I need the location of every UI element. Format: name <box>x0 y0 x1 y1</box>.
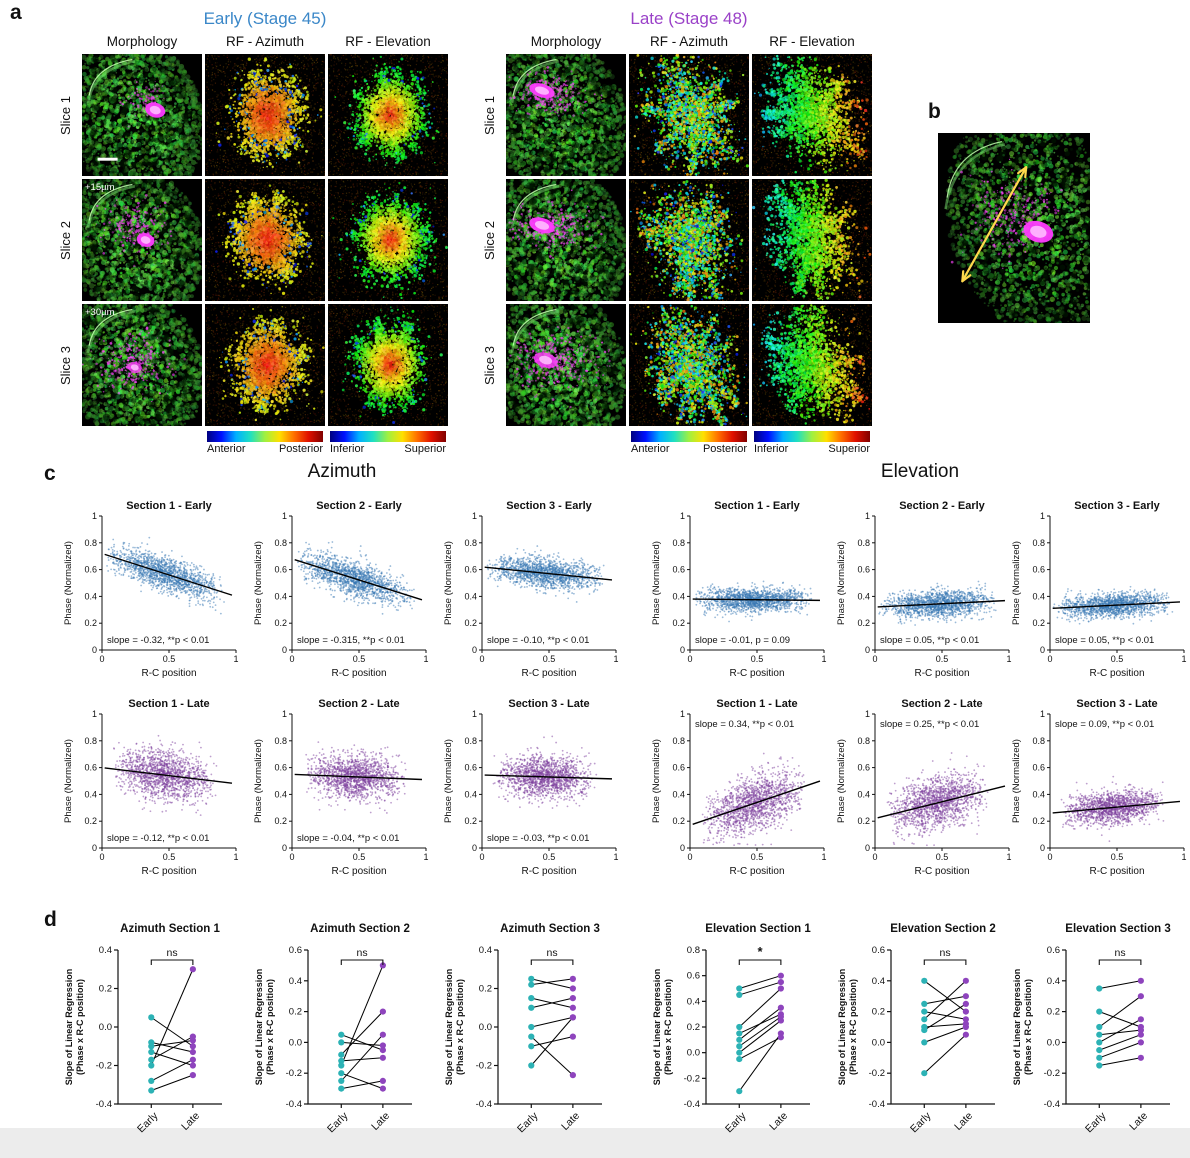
late-elevation-colorbar <box>754 431 870 442</box>
a-late-slice2-rf-elevation <box>752 179 872 301</box>
a-late-slice1-morphology <box>506 54 626 176</box>
c-plot-azimuth-section-1---early <box>62 498 242 680</box>
c-plot-elevation-section-1---late <box>650 696 830 878</box>
d-plot-elevation-section-2 <box>835 920 1015 1154</box>
panel-a-early-title: Early (Stage 45) <box>203 9 327 28</box>
c-plot-azimuth-section-2---late <box>252 696 432 878</box>
col-header-early-rf-elevation: RF - Elevation <box>345 34 431 49</box>
a-early-slice1-rf-elevation <box>328 54 448 176</box>
a-early-slice1-rf-azimuth <box>205 54 325 176</box>
depth-label-30um: +30µm <box>85 307 115 318</box>
depth-label-15um: +15µm <box>85 182 115 193</box>
c-plot-azimuth-section-2---early <box>252 498 432 680</box>
d-plot-azimuth-section-2 <box>252 920 432 1154</box>
early-elevation-colorbar-labels: Inferior Superior <box>330 443 446 455</box>
elevation-section-title: Elevation <box>880 461 960 482</box>
col-header-early-morphology: Morphology <box>106 34 178 49</box>
a-late-slice3-rf-azimuth <box>629 304 749 426</box>
early-slice-1-label: Slice 1 <box>58 95 74 135</box>
a-late-slice2-morphology <box>506 179 626 301</box>
d-plot-elevation-section-3 <box>1010 920 1190 1154</box>
a-early-slice3-rf-elevation <box>328 304 448 426</box>
panel-c-label: c <box>44 462 56 485</box>
c-plot-azimuth-section-3---early <box>442 498 622 680</box>
azimuth-section-title: Azimuth <box>307 461 377 482</box>
late-slice-1-label-box: Slice 1 <box>480 54 500 176</box>
c-plot-azimuth-section-3---late <box>442 696 622 878</box>
panel-d-label: d <box>44 908 57 931</box>
col-header-late-rf-azimuth: RF - Azimuth <box>649 34 728 49</box>
late-slice-2-label: Slice 2 <box>482 220 498 260</box>
colorbar-label-anterior: Anterior <box>207 443 246 455</box>
colorbar-label-superior: Superior <box>404 443 446 455</box>
col-header-late-morphology: Morphology <box>530 34 602 49</box>
early-slice-1-label-box: Slice 1 <box>56 54 76 176</box>
a-late-slice2-rf-azimuth <box>629 179 749 301</box>
a-late-slice3-rf-elevation <box>752 304 872 426</box>
early-slice-3-label: Slice 3 <box>58 345 74 385</box>
late-slice-2-label-box: Slice 2 <box>480 179 500 301</box>
early-elevation-colorbar <box>330 431 446 442</box>
a-late-slice1-rf-azimuth <box>629 54 749 176</box>
early-azimuth-colorbar <box>207 431 323 442</box>
a-early-slice3-rf-azimuth <box>205 304 325 426</box>
early-azimuth-colorbar-labels: Anterior Posterior <box>207 443 323 455</box>
early-slice-2-label-box: Slice 2 <box>56 179 76 301</box>
d-plot-azimuth-section-3 <box>442 920 622 1154</box>
colorbar-label-inferior: Inferior <box>754 443 789 455</box>
late-elevation-colorbar-labels: Inferior Superior <box>754 443 870 455</box>
c-plot-elevation-section-3---late <box>1010 696 1190 878</box>
c-plot-elevation-section-2---late <box>835 696 1015 878</box>
a-late-slice3-morphology <box>506 304 626 426</box>
a-early-slice2-morphology <box>82 179 202 301</box>
colorbar-label-superior: Superior <box>828 443 870 455</box>
a-late-slice1-rf-elevation <box>752 54 872 176</box>
a-early-slice1-morphology <box>82 54 202 176</box>
panel-a-late-title: Late (Stage 48) <box>630 9 748 28</box>
c-plot-elevation-section-1---early <box>650 498 830 680</box>
late-slice-1-label: Slice 1 <box>482 95 498 135</box>
c-plot-elevation-section-2---early <box>835 498 1015 680</box>
late-slice-3-label-box: Slice 3 <box>480 304 500 426</box>
panel-b-label: b <box>928 100 941 123</box>
colorbar-label-inferior: Inferior <box>330 443 365 455</box>
col-header-early-rf-azimuth: RF - Azimuth <box>225 34 304 49</box>
late-azimuth-colorbar-labels: Anterior Posterior <box>631 443 747 455</box>
late-slice-3-label: Slice 3 <box>482 345 498 385</box>
d-plot-azimuth-section-1 <box>62 920 242 1154</box>
panel-a-label: a <box>10 1 22 24</box>
a-early-slice3-morphology <box>82 304 202 426</box>
d-plot-elevation-section-1 <box>650 920 830 1154</box>
colorbar-label-posterior: Posterior <box>278 443 323 455</box>
c-plot-azimuth-section-1---late <box>62 696 242 878</box>
colorbar-label-anterior: Anterior <box>631 443 670 455</box>
colorbar-label-posterior: Posterior <box>702 443 747 455</box>
b-image <box>938 133 1090 323</box>
col-header-late-rf-elevation: RF - Elevation <box>769 34 855 49</box>
late-azimuth-colorbar <box>631 431 747 442</box>
c-plot-elevation-section-3---early <box>1010 498 1190 680</box>
a-early-slice2-rf-elevation <box>328 179 448 301</box>
early-slice-3-label-box: Slice 3 <box>56 304 76 426</box>
a-early-slice2-rf-azimuth <box>205 179 325 301</box>
early-slice-2-label: Slice 2 <box>58 220 74 260</box>
